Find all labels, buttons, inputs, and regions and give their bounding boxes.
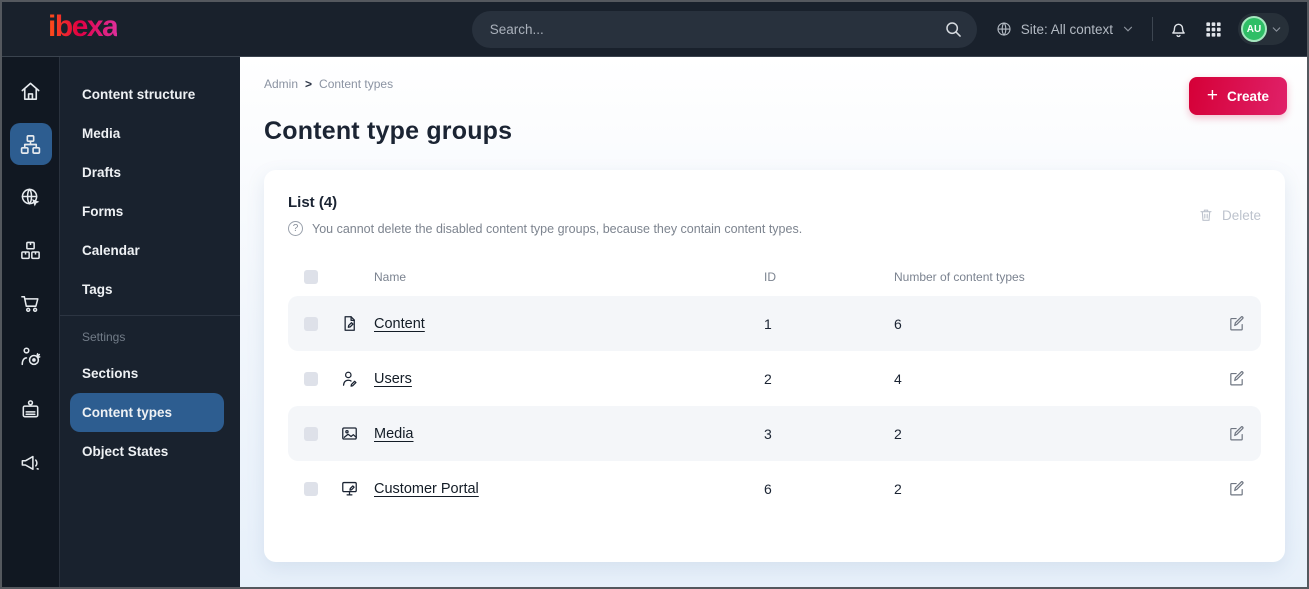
- table-row: Users 2 4: [288, 351, 1261, 406]
- sidebar-item-calendar[interactable]: Calendar: [82, 243, 140, 258]
- sidebar-item-object-states[interactable]: Object States: [82, 444, 169, 459]
- breadcrumb-current: Content types: [319, 77, 394, 91]
- personalization-icon: [19, 345, 42, 368]
- rail-item-content[interactable]: [9, 123, 52, 165]
- helper-row: ? You cannot delete the disabled content…: [288, 221, 802, 236]
- main-content: Admin > Content types + Create Content t…: [240, 57, 1307, 587]
- megaphone-icon: [19, 451, 42, 474]
- bell-icon[interactable]: [1168, 19, 1189, 40]
- chevron-down-icon: [1270, 23, 1283, 36]
- group-id: 3: [764, 425, 772, 442]
- edit-icon[interactable]: [1205, 370, 1245, 387]
- sidebar-item-content-types[interactable]: Content types: [70, 393, 224, 432]
- search-icon[interactable]: [943, 19, 963, 39]
- group-id: 6: [764, 480, 772, 497]
- group-count: 2: [894, 425, 902, 442]
- sidebar-rail: [2, 57, 60, 587]
- settings-section-label: Settings: [82, 330, 126, 344]
- table-row: Media 3 2: [288, 406, 1261, 461]
- site-context-label: Site: All context: [1020, 21, 1113, 37]
- select-all-checkbox[interactable]: [304, 270, 318, 284]
- avatar: AU: [1241, 16, 1267, 42]
- sidebar-item-content-structure[interactable]: Content structure: [82, 87, 196, 102]
- search-input[interactable]: [471, 10, 977, 48]
- topbar-divider: [1152, 17, 1153, 41]
- file-icon: [340, 314, 374, 333]
- sidebar-item-sections[interactable]: Sections: [82, 366, 139, 381]
- group-count: 4: [894, 370, 902, 387]
- globe-icon: [995, 20, 1013, 38]
- rail-item-products[interactable]: [10, 229, 52, 271]
- column-header-id: ID: [764, 270, 776, 284]
- breadcrumb-separator: >: [305, 77, 313, 91]
- sidebar-item-forms[interactable]: Forms: [82, 204, 124, 219]
- create-button[interactable]: + Create: [1188, 77, 1287, 115]
- plus-icon: +: [1206, 84, 1218, 106]
- edit-icon[interactable]: [1205, 315, 1245, 332]
- sidebar-item-tags[interactable]: Tags: [82, 282, 113, 297]
- rail-item-admin[interactable]: [10, 388, 52, 430]
- rail-item-site[interactable]: [10, 176, 52, 218]
- home-icon: [19, 80, 42, 103]
- content-type-groups-panel: List (4) ? You cannot delete the disable…: [264, 170, 1285, 562]
- breadcrumb: Admin > Content types: [264, 77, 1285, 91]
- global-search: [471, 10, 977, 48]
- rail-item-personalization[interactable]: [10, 335, 52, 377]
- row-checkbox[interactable]: [304, 371, 318, 386]
- badge-icon: [19, 398, 42, 421]
- content-type-groups-table: Name ID Number of content types Content …: [288, 258, 1261, 516]
- helper-text: You cannot delete the disabled content t…: [312, 221, 803, 236]
- table-row: Content 1 6: [288, 296, 1261, 351]
- question-icon: ?: [288, 221, 303, 236]
- group-link[interactable]: Content: [374, 315, 425, 332]
- group-link[interactable]: Customer Portal: [374, 480, 479, 497]
- monitor-icon: [340, 479, 374, 498]
- group-link[interactable]: Users: [374, 370, 412, 387]
- topbar-right: Site: All context AU: [995, 13, 1289, 45]
- page-title: Content type groups: [264, 117, 513, 145]
- group-id: 2: [764, 370, 772, 387]
- trash-icon: [1198, 207, 1214, 223]
- cart-icon: [19, 292, 42, 315]
- row-checkbox[interactable]: [304, 316, 318, 331]
- column-header-count: Number of content types: [894, 270, 1025, 284]
- rail-item-commerce[interactable]: [10, 282, 52, 324]
- edit-icon[interactable]: [1205, 480, 1245, 497]
- row-checkbox[interactable]: [304, 426, 318, 441]
- group-count: 2: [894, 480, 902, 497]
- column-header-name: Name: [374, 270, 407, 284]
- user-icon: [340, 369, 374, 388]
- sidebar-item-media[interactable]: Media: [82, 126, 121, 141]
- panel-header: List (4) ? You cannot delete the disable…: [288, 194, 1261, 236]
- content-tree-icon: [19, 133, 42, 156]
- sidebar-menu: Content structure Media Drafts Forms Cal…: [60, 57, 240, 587]
- topbar: ibexa Site: All context: [2, 2, 1307, 57]
- group-count: 6: [894, 315, 902, 332]
- table-row: Customer Portal 6 2: [288, 461, 1261, 516]
- breadcrumb-admin[interactable]: Admin: [264, 77, 299, 91]
- site-context-selector[interactable]: Site: All context: [995, 20, 1135, 38]
- app-grid-icon[interactable]: [1204, 20, 1223, 39]
- row-checkbox[interactable]: [304, 481, 318, 496]
- delete-button-label: Delete: [1221, 207, 1261, 223]
- group-id: 1: [764, 315, 772, 332]
- menu-divider: [60, 315, 240, 316]
- image-icon: [340, 424, 374, 443]
- delete-button[interactable]: Delete: [1198, 207, 1261, 223]
- table-header-row: Name ID Number of content types: [288, 258, 1261, 296]
- list-count-title: List (4): [288, 194, 338, 211]
- chevron-down-icon: [1121, 22, 1135, 36]
- edit-icon[interactable]: [1205, 425, 1245, 442]
- user-menu[interactable]: AU: [1238, 13, 1289, 45]
- rail-item-campaigns[interactable]: [10, 441, 52, 483]
- sidebar-item-drafts[interactable]: Drafts: [82, 165, 122, 180]
- ibexa-logo: ibexa: [48, 12, 119, 46]
- rail-item-dashboard[interactable]: [10, 70, 52, 112]
- create-button-label: Create: [1226, 88, 1269, 104]
- products-icon: [19, 239, 42, 262]
- group-link[interactable]: Media: [374, 425, 414, 442]
- site-globe-icon: [19, 186, 42, 209]
